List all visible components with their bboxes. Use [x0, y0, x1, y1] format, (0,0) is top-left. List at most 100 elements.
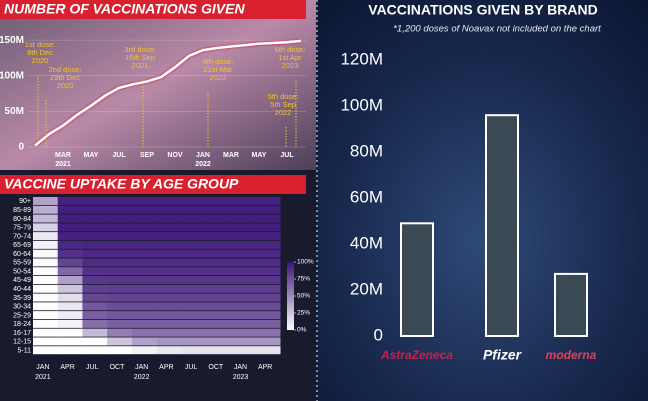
- heat-cell: [131, 205, 157, 214]
- heat-cell: [156, 240, 182, 249]
- heat-cell: [33, 284, 59, 293]
- heat-cell: [107, 205, 133, 214]
- annotation: 5th dose:: [268, 92, 299, 101]
- y-tick-label: 100M: [0, 70, 24, 81]
- heat-cell: [205, 214, 232, 223]
- heat-cell: [57, 197, 83, 205]
- heat-cell: [57, 223, 83, 232]
- annotation: 16th Sep: [125, 53, 155, 62]
- row-label: 45-49: [13, 277, 31, 284]
- x-year-label: 2022: [134, 374, 150, 381]
- heat-cell: [181, 205, 207, 214]
- x-year-label: 2021: [55, 161, 71, 168]
- bar: [485, 114, 519, 337]
- heat-cell: [107, 293, 133, 302]
- heat-cell: [205, 258, 232, 267]
- heat-cell: [156, 328, 182, 337]
- row-label: 65-69: [13, 242, 31, 249]
- annotation: 2nd dose:: [49, 65, 82, 74]
- heat-cell: [230, 205, 256, 214]
- heat-cell: [107, 223, 133, 232]
- heat-cell: [205, 293, 232, 302]
- heat-cell: [131, 319, 157, 328]
- x-tick-label: JAN: [36, 364, 49, 371]
- row-label: 30-34: [13, 304, 31, 311]
- heat-cell: [131, 258, 157, 267]
- heat-cell: [107, 249, 133, 258]
- heat-cell: [33, 197, 59, 205]
- heat-cell: [156, 249, 182, 258]
- y-tick-label: 20M: [350, 279, 383, 298]
- y-tick-label: 150M: [0, 35, 24, 46]
- annotation: 6th dose:: [275, 45, 306, 54]
- annotation: 2021: [132, 61, 149, 70]
- heat-cell: [230, 293, 256, 302]
- x-tick-label: OCT: [110, 364, 126, 371]
- heat-cell: [131, 197, 157, 205]
- heat-cell: [33, 223, 59, 232]
- y-tick-label: 100M: [340, 95, 383, 114]
- heat-cell: [107, 337, 133, 346]
- x-tick-label: AstraZeneca: [380, 348, 453, 362]
- x-tick-label: MAR: [55, 152, 71, 159]
- heat-cell: [255, 267, 281, 276]
- heat-cell: [33, 232, 59, 241]
- row-label: 16-17: [13, 330, 31, 337]
- heat-cell: [205, 223, 232, 232]
- heat-cell: [131, 346, 157, 355]
- heat-cell: [107, 284, 133, 293]
- heat-cell: [156, 302, 182, 311]
- heat-cell: [107, 232, 133, 241]
- heat-cell: [156, 232, 182, 241]
- heat-cell: [131, 249, 157, 258]
- heat-cell: [82, 328, 108, 337]
- heat-cell: [230, 258, 256, 267]
- heat-cell: [131, 302, 157, 311]
- heat-cell: [82, 267, 108, 276]
- heat-cell: [82, 346, 108, 355]
- annotation: 5th Sep: [270, 100, 296, 109]
- heat-cell: [33, 319, 59, 328]
- x-tick-label: MAY: [84, 152, 99, 159]
- annotation: 2022: [210, 73, 227, 82]
- heat-cell: [107, 346, 133, 355]
- annotation: 3rd dose:: [124, 45, 155, 54]
- heat-cell: [82, 337, 108, 346]
- row-label: 90+: [19, 198, 31, 205]
- annotation: 1st Apr: [278, 53, 302, 62]
- heat-cell: [82, 232, 108, 241]
- heat-cell: [82, 240, 108, 249]
- row-label: 75-79: [13, 225, 31, 232]
- heat-cell: [82, 214, 108, 223]
- x-tick-label: JAN: [196, 152, 210, 159]
- heat-cell: [57, 319, 83, 328]
- bar-panel-bg: [318, 0, 648, 401]
- x-tick-label: JUL: [185, 364, 198, 371]
- heat-cell: [181, 276, 207, 284]
- y-tick-label: 60M: [350, 187, 383, 206]
- heat-cell: [82, 293, 108, 302]
- heat-cell: [107, 302, 133, 311]
- x-tick-label: APR: [258, 364, 272, 371]
- annotation: 2020: [32, 56, 49, 65]
- heat-cell: [181, 214, 207, 223]
- heat-cell: [181, 302, 207, 311]
- heat-cell: [107, 214, 133, 223]
- heat-cell: [82, 197, 108, 205]
- annotation: 8th Dec: [27, 48, 53, 57]
- x-tick-label: MAR: [223, 152, 239, 159]
- heat-cell: [230, 197, 256, 205]
- title-bar: [0, 0, 306, 19]
- row-label: 80-84: [13, 216, 31, 223]
- heat-cell: [181, 337, 207, 346]
- heat-cell: [33, 214, 59, 223]
- x-year-label: 2022: [195, 161, 211, 168]
- heat-cell: [255, 214, 281, 223]
- x-tick-label: Pfizer: [483, 347, 523, 363]
- heat-cell: [131, 276, 157, 284]
- colorbar-label: 75%: [297, 276, 310, 283]
- heat-cell: [107, 276, 133, 284]
- heat-cell: [82, 258, 108, 267]
- heat-cell: [57, 205, 83, 214]
- x-tick-label: JAN: [234, 364, 247, 371]
